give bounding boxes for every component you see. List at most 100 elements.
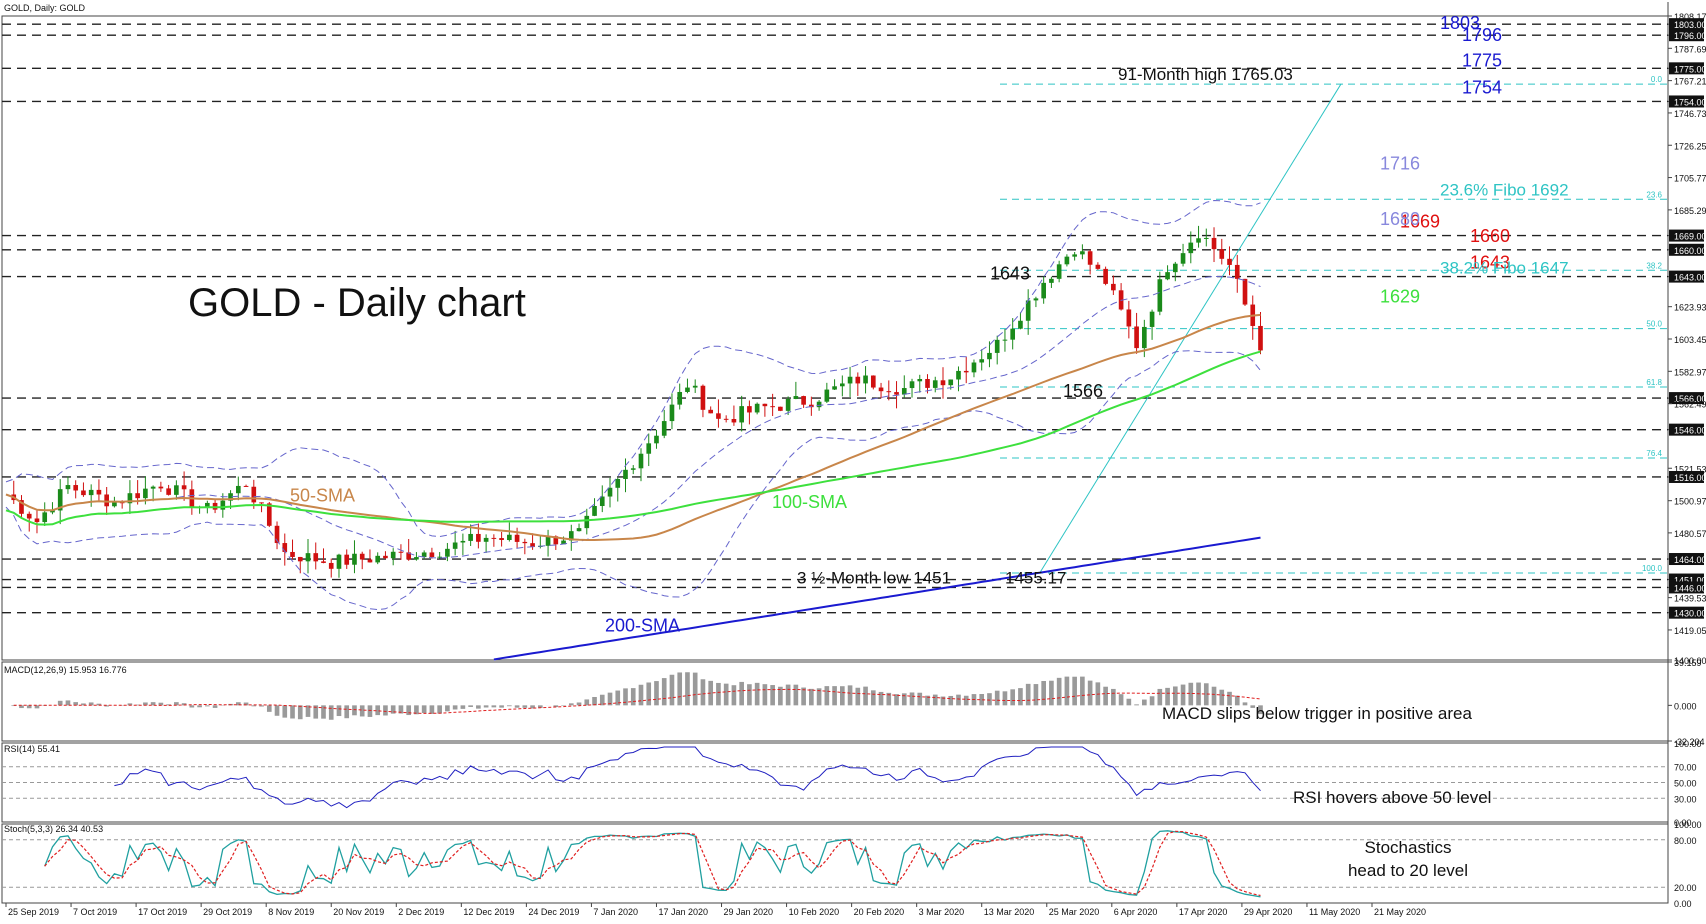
candle-body	[1065, 257, 1070, 265]
macd-bar	[987, 693, 992, 705]
candle-body	[1219, 249, 1224, 259]
candle-body	[917, 379, 922, 381]
macd-bar	[1165, 688, 1170, 705]
macd-bar	[739, 682, 744, 705]
candle-body	[739, 406, 744, 422]
stoch-tick-label: 20.00	[1674, 883, 1697, 893]
candle-body	[166, 488, 171, 494]
macd-annotation: MACD slips below trigger in positive are…	[1162, 704, 1472, 723]
price-annotation: 1455.17	[1005, 569, 1066, 588]
candle-body	[221, 501, 226, 510]
candle-body	[1103, 269, 1108, 284]
fib-level-label: 61.8	[1646, 378, 1662, 387]
candle-body	[871, 376, 876, 388]
candle-body	[445, 549, 450, 557]
price-annotation: 1643	[990, 264, 1030, 284]
macd-bar	[437, 705, 442, 713]
date-label: 12 Dec 2019	[463, 907, 514, 917]
macd-bar	[646, 683, 651, 706]
macd-bar	[1219, 690, 1224, 706]
stoch-title: Stoch(5,3,3) 26.34 40.53	[4, 824, 103, 834]
macd-bar	[569, 703, 574, 705]
fib-level-label: 100.0	[1642, 564, 1663, 573]
candle-body	[670, 405, 675, 421]
candle-body	[251, 487, 256, 503]
macd-bar	[1188, 683, 1193, 706]
macd-bar	[492, 705, 497, 707]
candle-body	[972, 363, 977, 373]
macd-bar	[523, 705, 528, 707]
candle-body	[81, 490, 86, 495]
price-annotation: 1629	[1380, 287, 1420, 307]
candle-body	[1010, 329, 1015, 340]
date-label: 29 Jan 2020	[724, 907, 774, 917]
macd-bar	[917, 693, 922, 706]
stoch-tick-label: 100.00	[1674, 820, 1702, 830]
macd-bar	[840, 686, 845, 705]
candle-body	[639, 454, 644, 469]
price-annotation: 200-SMA	[605, 615, 680, 635]
candle-body	[685, 388, 690, 392]
candle-body	[135, 493, 140, 498]
candle-body	[414, 557, 419, 559]
price-annotation: 91-Month high 1765.03	[1118, 65, 1293, 84]
candle-body	[677, 392, 682, 405]
candle-body	[708, 410, 713, 414]
candle-body	[770, 406, 775, 407]
candle-body	[375, 556, 380, 563]
macd-bar	[1072, 677, 1077, 706]
macd-bar	[476, 705, 481, 708]
candle-body	[825, 390, 830, 402]
candle-body	[1034, 298, 1039, 300]
date-label: 17 Jan 2020	[658, 907, 708, 917]
candle-body	[1150, 312, 1155, 327]
price-annotation: 1566	[1063, 381, 1103, 401]
date-label: 20 Nov 2019	[333, 907, 384, 917]
price-tick-label: 1705.77	[1674, 174, 1706, 184]
price-tick-label: 1669.00	[1674, 232, 1706, 242]
macd-bar	[298, 705, 303, 719]
candle-body	[848, 377, 853, 384]
macd-bar	[1018, 688, 1023, 705]
fib-level-label: 50.0	[1646, 320, 1662, 329]
candle-body	[1258, 326, 1263, 350]
macd-bar	[948, 696, 953, 705]
candle-body	[337, 555, 342, 569]
candle-body	[724, 419, 729, 420]
candle-body	[801, 396, 806, 405]
candle-body	[368, 559, 373, 562]
candle-body	[383, 556, 388, 558]
candle-body	[329, 563, 334, 569]
macd-bar	[848, 685, 853, 705]
candle-body	[306, 553, 311, 561]
macd-bar	[1111, 689, 1116, 705]
candle-body	[794, 396, 799, 399]
candle-body	[42, 512, 47, 522]
stoch-annotation-line2: head to 20 level	[1348, 861, 1468, 880]
candle-body	[244, 486, 249, 487]
macd-bar	[406, 705, 411, 715]
candle-body	[577, 528, 582, 531]
candle-body	[925, 379, 930, 388]
date-label: 17 Oct 2019	[138, 907, 187, 917]
candle-body	[1041, 283, 1046, 299]
macd-bar	[809, 689, 814, 705]
candle-body	[941, 380, 946, 385]
price-annotation: 100-SMA	[772, 492, 847, 512]
macd-bar	[468, 705, 473, 707]
candle-body	[298, 557, 303, 561]
macd-bar	[282, 705, 287, 717]
macd-bar	[1034, 684, 1039, 705]
macd-bar	[794, 685, 799, 706]
candle-body	[159, 487, 164, 489]
macd-bar	[445, 705, 450, 711]
stoch-tick-label: 0.00	[1674, 899, 1692, 909]
candle-body	[584, 516, 589, 528]
macd-bar	[1134, 704, 1139, 705]
rsi-tick-label: 70.00	[1674, 763, 1697, 773]
macd-bar	[747, 684, 752, 705]
macd-bar	[1057, 678, 1062, 706]
macd-bar	[1103, 687, 1108, 706]
price-axis: 1808.171803.001796.001787.691775.001767.…	[1668, 12, 1706, 666]
